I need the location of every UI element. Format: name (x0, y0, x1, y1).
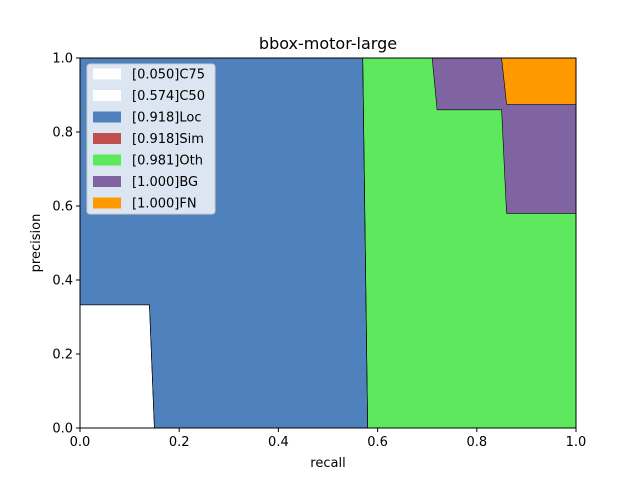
y-tick-label: 1.0 (52, 52, 73, 67)
y-tick-label: 0.8 (52, 126, 73, 141)
y-tick-label: 0.2 (52, 348, 73, 363)
x-tick-label: 0.4 (268, 435, 289, 450)
legend-label: [0.050]C75 (132, 68, 205, 83)
y-axis-title: precision (29, 214, 44, 273)
legend-label: [1.000]FN (132, 197, 197, 212)
legend-label: [0.981]Oth (132, 154, 203, 169)
x-axis-ticks: 0.0 0.2 0.4 0.6 0.8 1.0 (70, 428, 587, 450)
series-area-0 (80, 304, 576, 428)
legend-swatch (93, 197, 121, 209)
legend: [0.050]C75 [0.574]C50 [0.918]Loc [0.918]Sim… (86, 63, 216, 215)
legend-swatch (93, 176, 121, 187)
x-axis-title: recall (310, 456, 345, 471)
y-tick-label: 0.4 (52, 274, 73, 289)
x-tick-label: 0.0 (70, 435, 91, 450)
x-tick-label: 0.2 (169, 435, 190, 450)
legend-label: [0.918]Loc (132, 111, 201, 126)
y-axis-ticks: 0.0 0.2 0.4 0.6 0.8 1.0 (52, 52, 80, 437)
legend-swatch (93, 68, 121, 80)
x-tick-label: 0.6 (367, 435, 388, 450)
legend-swatch (93, 111, 121, 123)
legend-swatch (93, 90, 121, 101)
y-tick-label: 0.6 (52, 200, 73, 215)
x-tick-label: 1.0 (566, 435, 587, 450)
chart-title: bbox-motor-large (259, 34, 397, 53)
y-tick-label: 0.0 (52, 422, 73, 437)
legend-label: [1.000]BG (132, 175, 198, 190)
legend-swatch (93, 133, 121, 144)
legend-label: [0.574]C50 (132, 89, 205, 104)
x-tick-label: 0.8 (466, 435, 487, 450)
legend-label: [0.918]Sim (132, 132, 204, 147)
legend-swatch (93, 154, 121, 166)
axes-frame (79, 57, 577, 429)
